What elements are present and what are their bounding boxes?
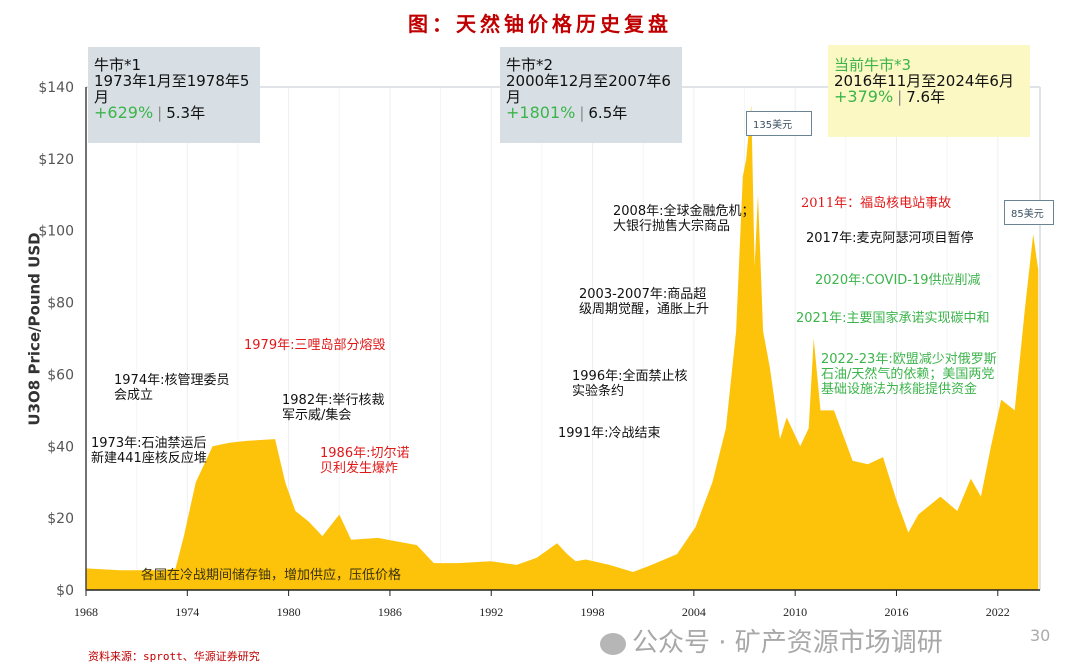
- x-tick-label: 1980: [277, 605, 301, 619]
- annotation-line: 1986年:切尔诺: [320, 446, 410, 461]
- bull-market-label: 当前牛市*3: [834, 56, 912, 74]
- x-tick-label: 2004: [682, 605, 706, 619]
- annotation-2020: 2020年:COVID-19供应削减: [815, 273, 981, 288]
- bull-market-3-box: 当前牛市*3 2016年11月至2024年6月 +379% | 7.6年: [828, 45, 1030, 137]
- bull-market-gain: +629%: [94, 103, 154, 122]
- x-tick-label: 2022: [986, 605, 1010, 619]
- bull-market-period: 2000年12月至2007年6月: [506, 72, 671, 106]
- watermark: 公众号 · 矿产资源市场调研: [600, 628, 943, 658]
- bull-market-gain: +379%: [834, 87, 894, 106]
- annotation-line: 军示威/集会: [282, 408, 352, 423]
- wechat-icon: [600, 632, 626, 655]
- annotation-line: 会成立: [114, 388, 154, 403]
- annotation-2008: 2008年:全球金融危机； 大银行抛售大宗商品: [613, 204, 754, 234]
- annotation-2011: 2011年：福岛核电站事故: [801, 196, 951, 211]
- annotation-line: 贝利发生爆炸: [320, 461, 399, 476]
- annotation-line: 2021年:主要国家承诺实现碳中和: [796, 311, 990, 326]
- annotation-line: 大银行抛售大宗商品: [613, 219, 731, 234]
- annotation-line: 石油/天然气的依赖；美国两党: [821, 367, 995, 382]
- x-tick-label: 2016: [884, 605, 908, 619]
- peak-label-2007: 135美元: [746, 111, 812, 136]
- annotation-1986: 1986年:切尔诺 贝利发生爆炸: [320, 446, 409, 476]
- annotation-line: 级周期觉醒，通胀上升: [579, 302, 710, 317]
- x-tick-label: 1998: [581, 605, 605, 619]
- annotation-2003-2007: 2003-2007年:商品超 级周期觉醒，通胀上升: [579, 287, 709, 317]
- bull-market-duration: 6.5年: [588, 104, 628, 122]
- annotation-line: 1982年:举行核裁: [282, 393, 385, 408]
- watermark-text: 公众号 · 矿产资源市场调研: [632, 628, 943, 658]
- annotation-1991: 1991年:冷战结束: [558, 426, 660, 441]
- annotation-1973: 1973年:石油禁运后 新建441座核反应堆: [91, 436, 207, 466]
- bull-market-period: 1973年1月至1978年5月: [94, 72, 250, 106]
- annotation-line: 1991年:冷战结束: [558, 426, 661, 441]
- bull-market-1-box: 牛市*1 1973年1月至1978年5月 +629% | 5.3年: [88, 47, 260, 143]
- y-tick-label: $100: [38, 224, 74, 240]
- annotation-line: 1996年:全面禁止核: [572, 369, 688, 384]
- price-area: [86, 105, 1039, 590]
- annotation-line: 1973年:石油禁运后: [91, 436, 207, 451]
- annotation-line: 1979年:三哩岛部分熔毁: [244, 338, 386, 353]
- x-tick-label: 1986: [378, 605, 402, 619]
- annotation-2022-23: 2022-23年:欧盟减少对俄罗斯 石油/天然气的依赖；美国两党 基础设施法为核能提…: [821, 352, 997, 397]
- bull-market-label: 牛市*2: [506, 56, 554, 74]
- annotation-line: 2008年:全球金融危机；: [613, 204, 755, 219]
- bull-market-duration: 5.3年: [166, 104, 206, 122]
- annotation-1996: 1996年:全面禁止核 实验条约: [572, 369, 687, 399]
- annotation-line: 2017年:麦克阿瑟河项目暂停: [806, 231, 974, 246]
- y-tick-label: $40: [47, 439, 74, 455]
- x-tick-label: 1992: [479, 605, 503, 619]
- source-note: 资料来源：sprott、华源证券研究: [88, 650, 260, 663]
- bull-market-gain: +1801%: [506, 103, 576, 122]
- peak-label-2024: 85美元: [1004, 200, 1054, 225]
- bull-market-label: 牛市*1: [94, 56, 142, 74]
- x-tick-label: 1968: [74, 605, 98, 619]
- annotation-cold-war-stockpile: 各国在冷战期间储存铀，增加供应，压低价格: [141, 568, 401, 583]
- page-number: 30: [1030, 626, 1051, 645]
- annotation-line: 2003-2007年:商品超: [579, 287, 707, 302]
- y-tick-label: $0: [56, 583, 74, 599]
- annotation-line: 各国在冷战期间储存铀，增加供应，压低价格: [141, 568, 402, 583]
- annotation-line: 1974年:核管理委员: [114, 373, 230, 388]
- annotation-2021: 2021年:主要国家承诺实现碳中和: [796, 311, 989, 326]
- annotation-line: 实验条约: [572, 384, 625, 399]
- x-tick-label: 1974: [175, 605, 199, 619]
- y-tick-label: $20: [47, 511, 74, 527]
- x-tick-label: 2010: [783, 605, 807, 619]
- bull-market-duration: 7.6年: [906, 88, 946, 106]
- annotation-line: 2011年：福岛核电站事故: [801, 196, 952, 211]
- annotation-line: 2022-23年:欧盟减少对俄罗斯: [821, 352, 997, 367]
- annotation-line: 新建441座核反应堆: [91, 451, 207, 466]
- annotation-2017: 2017年:麦克阿瑟河项目暂停: [806, 231, 973, 246]
- annotation-1979: 1979年:三哩岛部分熔毁: [244, 338, 385, 353]
- y-tick-label: $120: [38, 152, 74, 168]
- y-tick-label: $60: [47, 367, 74, 383]
- chart-title: 图：天然铀价格历史复盘: [408, 12, 672, 36]
- annotation-1982: 1982年:举行核裁 军示威/集会: [282, 393, 384, 423]
- y-tick-label: $80: [47, 296, 74, 312]
- annotation-1974: 1974年:核管理委员 会成立: [114, 373, 229, 403]
- annotation-line: 2020年:COVID-19供应削减: [815, 273, 981, 288]
- bull-market-2-box: 牛市*2 2000年12月至2007年6月 +1801% | 6.5年: [500, 47, 682, 143]
- y-tick-label: $140: [38, 80, 74, 96]
- annotation-line: 基础设施法为核能提供资金: [821, 382, 978, 397]
- bull-market-period: 2016年11月至2024年6月: [834, 72, 1014, 90]
